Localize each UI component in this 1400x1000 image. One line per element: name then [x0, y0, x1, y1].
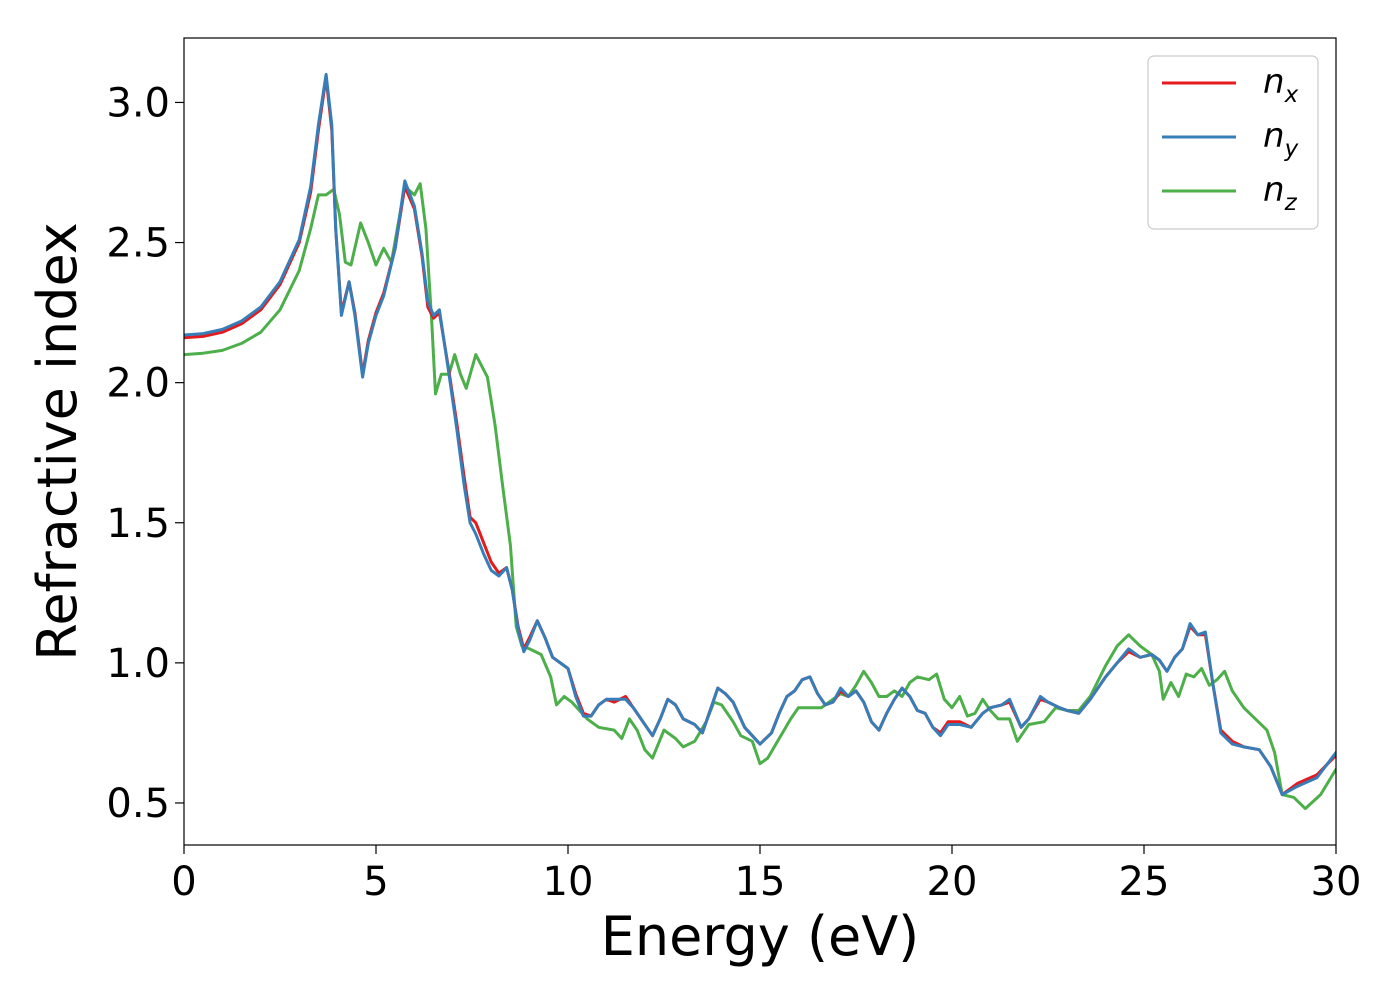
- series-layer: [184, 72, 1336, 811]
- legend: nx ny nz: [1147, 55, 1319, 230]
- x-tick-label: 5: [363, 859, 388, 905]
- x-tick-label: 25: [1119, 859, 1170, 905]
- x-tick-label: 0: [171, 859, 196, 905]
- y-axis-label: Refractive index: [26, 222, 89, 661]
- series-line-n-z: [184, 182, 1336, 811]
- x-tick-label: 20: [927, 859, 978, 905]
- y-tick-label: 3.0: [106, 80, 170, 126]
- x-axis-label: Energy (eV): [601, 905, 920, 968]
- x-tick-label: 30: [1311, 859, 1362, 905]
- legend-entry: nz: [1263, 170, 1298, 216]
- series-line-n-y: [184, 72, 1336, 797]
- y-tick-label: 1.5: [106, 501, 170, 547]
- legend-box: [1147, 55, 1319, 230]
- y-tick-label: 2.5: [106, 221, 170, 267]
- y-tick-label: 2.0: [106, 361, 170, 407]
- x-tick-label: 15: [735, 859, 786, 905]
- y-tick-label: 1.0: [106, 641, 170, 687]
- y-axis: 0.5 1.0 1.5 2.0 2.5 3.0: [106, 80, 184, 827]
- legend-entry: ny: [1263, 116, 1299, 162]
- legend-entry: nx: [1263, 62, 1299, 108]
- x-axis: 0 5 10 15 20 25 30: [171, 845, 1361, 905]
- x-tick-label: 10: [543, 859, 594, 905]
- y-tick-label: 0.5: [106, 781, 170, 827]
